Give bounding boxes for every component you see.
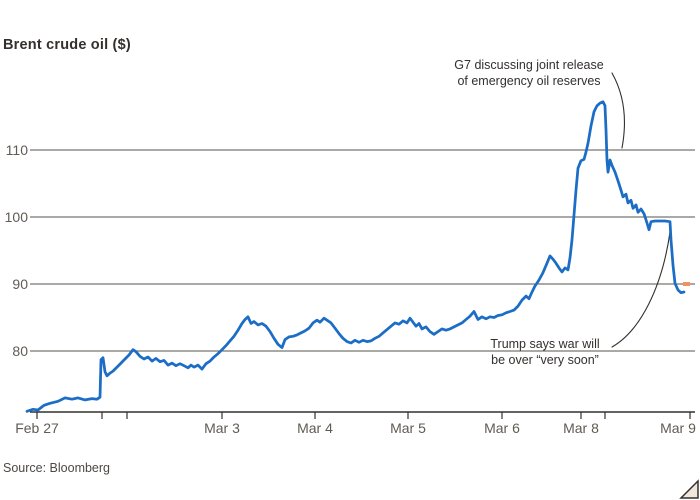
x-axis-label-mar-3: Mar 3 (204, 420, 240, 436)
x-axis-label-mar-9: Mar 9 (660, 420, 696, 436)
x-axis-label-mar-4: Mar 4 (297, 420, 333, 436)
y-axis-label-110: 110 (5, 142, 28, 158)
x-axis-label-mar-6: Mar 6 (484, 420, 520, 436)
source-note: Source: Bloomberg (3, 461, 111, 475)
trump-pointer-line (611, 231, 671, 348)
latest-price-marker (683, 282, 690, 286)
x-axis-label-mar-8: Mar 8 (563, 420, 599, 436)
annotation-trump-line1: Trump says war will (490, 337, 600, 351)
price-line (25, 100, 686, 413)
y-axis-label-90: 90 (12, 276, 28, 292)
y-axis-label-80: 80 (12, 343, 28, 359)
annotation-g7: G7 discussing joint release of emergency… (440, 57, 618, 89)
expand-chart-icon[interactable] (679, 479, 699, 499)
annotation-g7-line1: G7 discussing joint release (454, 58, 604, 72)
annotation-trump: Trump says war will be over “very soon” (460, 336, 630, 368)
annotation-g7-line2: of emergency oil reserves (457, 74, 601, 88)
x-axis-label-mar-5: Mar 5 (390, 420, 426, 436)
annotation-trump-line2: be over “very soon” (491, 353, 599, 367)
chart-title: Brent crude oil ($) (3, 37, 131, 53)
y-axis-label-100: 100 (4, 209, 28, 225)
x-axis-label-feb-27: Feb 27 (15, 420, 59, 436)
g7-pointer-line (611, 72, 625, 149)
